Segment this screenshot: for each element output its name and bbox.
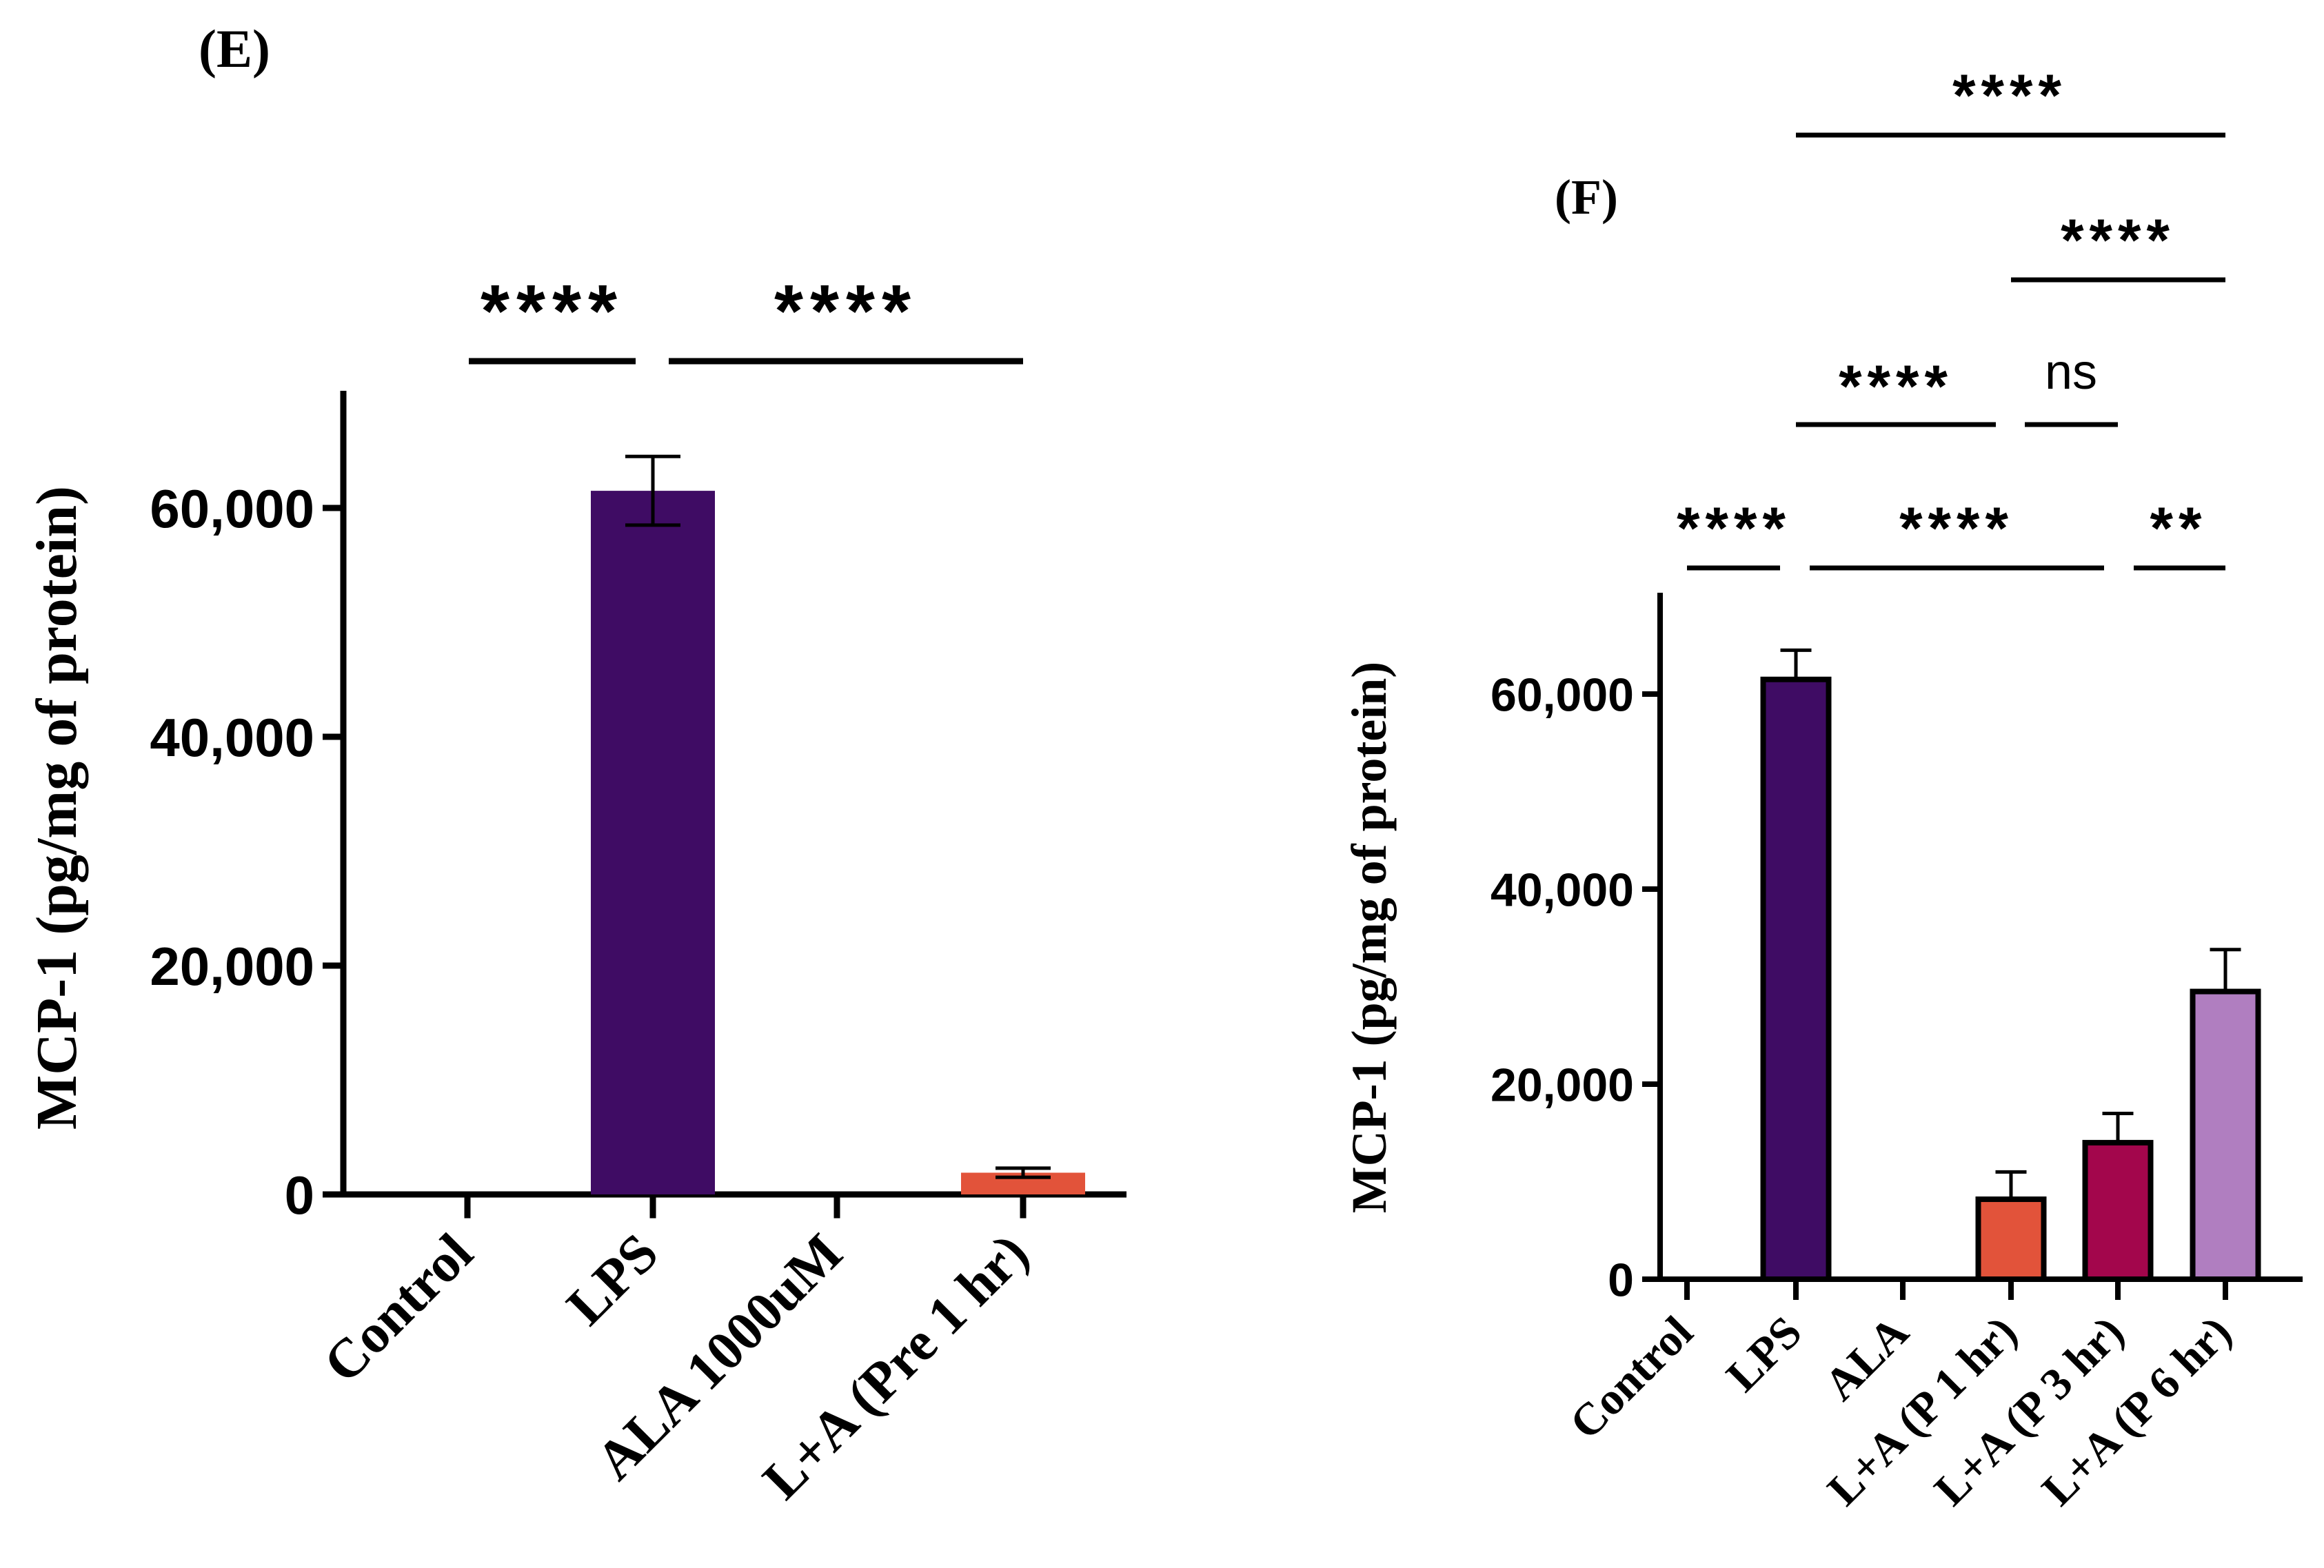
panel-e-bars [591,491,1085,1194]
panel-f-bars [1760,676,2261,1283]
significance-label: **** [481,269,624,352]
significance-label: **** [774,269,918,352]
y-tick-label: 40,000 [1491,864,1634,916]
significance-label: ** [2150,496,2207,562]
bar-l-a-p-6-hr [2190,988,2261,1282]
x-category-label: LPS [1717,1307,1811,1401]
x-category-label: Control [312,1223,485,1395]
significance-label: **** [1952,63,2067,129]
bar-l-a-p-1-hr [1975,1196,2047,1282]
y-tick-label: 20,000 [1491,1059,1634,1111]
y-tick-label: 60,000 [1491,669,1634,721]
panel-f-y-axis-label: MCP-1 (pg/mg of protein) [1342,662,1397,1214]
y-tick-label: 0 [285,1165,314,1225]
significance-label: ns [2045,345,2097,400]
bar-lps [1760,676,1832,1282]
bar-l-a-p-3-hr [2082,1139,2154,1283]
panel-e-label: (E) [199,19,270,79]
panel-f-significance: **** **** ****** ns******** [1677,63,2225,571]
bar-lps [591,491,715,1194]
panel-e-significance: **** **** [469,269,1023,365]
panel-e-error-bars [625,454,1051,1179]
panel-e-axes [323,391,1126,1219]
significance-label: **** [1677,496,1791,562]
y-tick-label: 0 [1608,1254,1634,1306]
panel-f-error-bars [1780,648,2241,1199]
y-tick-label: 40,000 [150,707,314,768]
panel-f-label: (F) [1555,170,1618,225]
y-tick-label: 20,000 [150,936,314,997]
significance-label: **** [1899,496,2014,562]
y-tick-label: 60,000 [150,478,314,539]
panel-e-y-axis-label: MCP-1 (pg/mg of protein) [25,486,89,1130]
significance-label: **** [2061,207,2175,274]
x-category-label: LPS [556,1223,670,1337]
significance-label: **** [1839,354,1953,420]
x-category-label: Control [1560,1307,1702,1449]
